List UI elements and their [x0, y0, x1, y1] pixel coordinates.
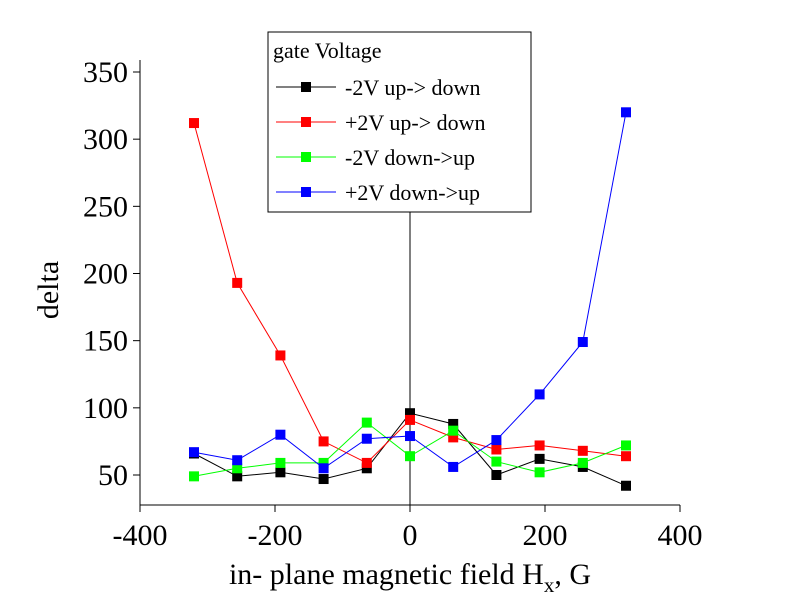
x-tick-label: 0	[403, 519, 418, 552]
data-point	[405, 431, 415, 442]
data-point	[232, 471, 243, 482]
x-axis-label: in- plane magnetic field Hx, G	[229, 558, 591, 597]
data-point	[534, 440, 545, 451]
data-point	[534, 453, 545, 464]
data-point	[577, 445, 588, 456]
data-point	[491, 470, 502, 480]
data-point	[405, 414, 415, 425]
data-point	[275, 457, 286, 468]
y-tick-label: 150	[83, 325, 128, 358]
data-point	[405, 451, 415, 462]
data-point	[318, 457, 329, 468]
data-point	[189, 118, 199, 129]
series-layer	[189, 107, 631, 491]
data-point	[189, 471, 199, 482]
legend: gate Voltage -2V up-> down+2V up-> down-…	[267, 31, 532, 213]
data-point	[361, 463, 372, 474]
x-axis-label-main: in- plane magnetic field H	[229, 558, 544, 591]
x-tick-label: 400	[658, 519, 703, 552]
data-point	[621, 451, 631, 462]
x-tick-label: -400	[113, 519, 168, 552]
axis-ticks: -400 -200 0 200 400 50 100 150 200 250 300 350	[83, 56, 703, 552]
legend-label: -2V up-> down	[345, 75, 480, 100]
data-point	[448, 418, 459, 429]
data-point	[534, 389, 545, 400]
data-point	[534, 467, 545, 478]
series-4	[189, 107, 631, 474]
data-point	[232, 277, 243, 288]
legend-marker	[301, 117, 311, 127]
data-point	[318, 436, 329, 447]
data-point	[275, 429, 286, 440]
y-tick-label: 250	[83, 190, 128, 223]
x-tick-label: -200	[248, 519, 303, 552]
legend-items: -2V up-> down +2V up-> down -2V down->up +2…	[276, 75, 486, 205]
legend-label: +2V down->up	[345, 180, 480, 205]
data-point	[577, 457, 588, 468]
data-point	[448, 432, 459, 443]
series-3	[189, 417, 631, 482]
x-axis-label-subscript: x	[544, 573, 555, 597]
data-point	[491, 435, 502, 446]
x-tick-label: 200	[523, 519, 568, 552]
data-point	[577, 337, 588, 348]
data-point	[318, 474, 329, 485]
data-point	[405, 408, 415, 419]
data-point	[189, 447, 199, 458]
data-point	[275, 467, 286, 478]
data-point	[361, 417, 372, 428]
data-point	[232, 455, 243, 466]
legend-marker	[301, 187, 311, 197]
data-point	[361, 457, 372, 468]
data-point	[621, 480, 631, 491]
data-point	[621, 107, 631, 118]
data-point	[448, 425, 459, 436]
y-tick-label: 100	[83, 392, 128, 425]
series-2	[189, 118, 631, 468]
legend-marker	[301, 152, 311, 162]
data-point	[232, 463, 243, 474]
legend-label: -2V down->up	[345, 145, 475, 170]
y-tick-label: 200	[83, 258, 128, 291]
y-axis-label: delta	[32, 261, 65, 319]
data-point	[361, 433, 372, 444]
data-point	[621, 440, 631, 451]
data-point	[448, 461, 459, 472]
x-axis-label-unit: , G	[554, 558, 591, 591]
legend-label: +2V up-> down	[345, 110, 486, 135]
data-point	[275, 350, 286, 361]
legend-item: -2V up-> down	[276, 75, 480, 100]
data-point	[491, 456, 502, 467]
legend-title: gate Voltage	[273, 38, 382, 63]
legend-item: +2V up-> down	[276, 110, 486, 135]
y-tick-label: 350	[83, 56, 128, 89]
y-tick-label: 50	[98, 459, 128, 492]
legend-marker	[301, 82, 311, 92]
legend-item: +2V down->up	[276, 180, 480, 205]
data-point	[491, 444, 502, 455]
y-tick-label: 300	[83, 123, 128, 156]
legend-item: -2V down->up	[276, 145, 475, 170]
data-point	[318, 463, 329, 474]
